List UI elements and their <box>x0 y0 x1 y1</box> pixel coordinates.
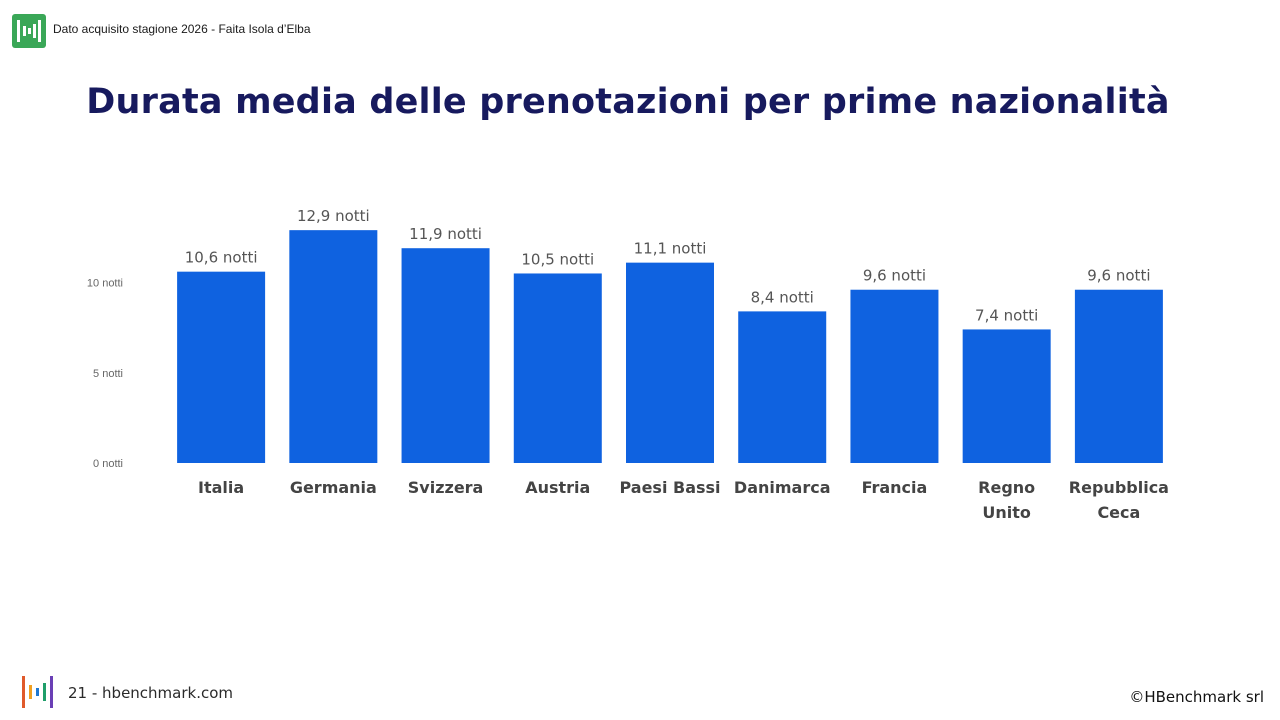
x-tick-label: Italia <box>198 478 244 497</box>
bar-danimarca <box>738 311 827 463</box>
header-note: Dato acquisito stagione 2026 - Faita Iso… <box>53 22 311 36</box>
x-tick-label-line: Germania <box>290 478 377 497</box>
x-tick-label-line: Ceca <box>1097 503 1140 522</box>
data-label: 8,4 notti <box>751 288 814 306</box>
x-tick-label-line: Unito <box>982 503 1031 522</box>
data-label: 12,9 notti <box>297 207 370 225</box>
copyright-label: ©HBenchmark srl <box>1129 688 1264 706</box>
x-tick-label-line: Regno <box>978 478 1035 497</box>
y-tick-label: 10 notti <box>87 278 123 290</box>
x-tick-label: Repubblica Ceca <box>1069 478 1169 522</box>
x-tick-label: Regno Unito <box>978 478 1035 522</box>
x-tick-label: Austria <box>525 478 590 497</box>
bar-svizzera <box>401 248 490 463</box>
data-label: 11,1 notti <box>634 240 707 258</box>
bar-regno-unito <box>962 329 1051 463</box>
x-tick-label-line: Paesi Bassi <box>619 478 720 497</box>
bar-germania <box>289 230 378 463</box>
bar-italia <box>177 271 266 463</box>
page-title: Durata media delle prenotazioni per prim… <box>86 82 1170 122</box>
hbenchmark-logo <box>12 14 46 48</box>
x-tick-label: Danimarca <box>734 478 831 497</box>
x-tick-label-line: Danimarca <box>734 478 831 497</box>
x-tick-label-line: Repubblica <box>1069 478 1169 497</box>
x-tick-label-line: Italia <box>198 478 244 497</box>
x-tick-label-line: Francia <box>862 478 928 497</box>
data-label: 11,9 notti <box>409 225 482 243</box>
x-tick-label-line: Svizzera <box>408 478 484 497</box>
x-tick-label: Svizzera <box>408 478 484 497</box>
bar-paesi-bassi <box>626 262 714 463</box>
x-tick-label: Germania <box>290 478 377 497</box>
data-label: 10,6 notti <box>185 249 258 267</box>
footer-page-info: 21 - hbenchmark.com <box>68 684 234 702</box>
x-tick-label: Francia <box>862 478 928 497</box>
data-label: 9,6 notti <box>1087 267 1150 285</box>
data-label: 9,6 notti <box>863 267 926 285</box>
y-tick-label: 5 notti <box>93 368 123 380</box>
hbenchmark-footer-logo <box>22 676 53 708</box>
x-tick-label-line: Austria <box>525 478 590 497</box>
data-label: 7,4 notti <box>975 306 1038 324</box>
data-label: 10,5 notti <box>521 250 594 268</box>
bar-austria <box>513 273 602 463</box>
bar-repubblica-ceca <box>1074 289 1163 463</box>
x-tick-label: Paesi Bassi <box>619 478 720 497</box>
y-tick-label: 0 notti <box>93 458 123 470</box>
bar-francia <box>850 289 939 463</box>
